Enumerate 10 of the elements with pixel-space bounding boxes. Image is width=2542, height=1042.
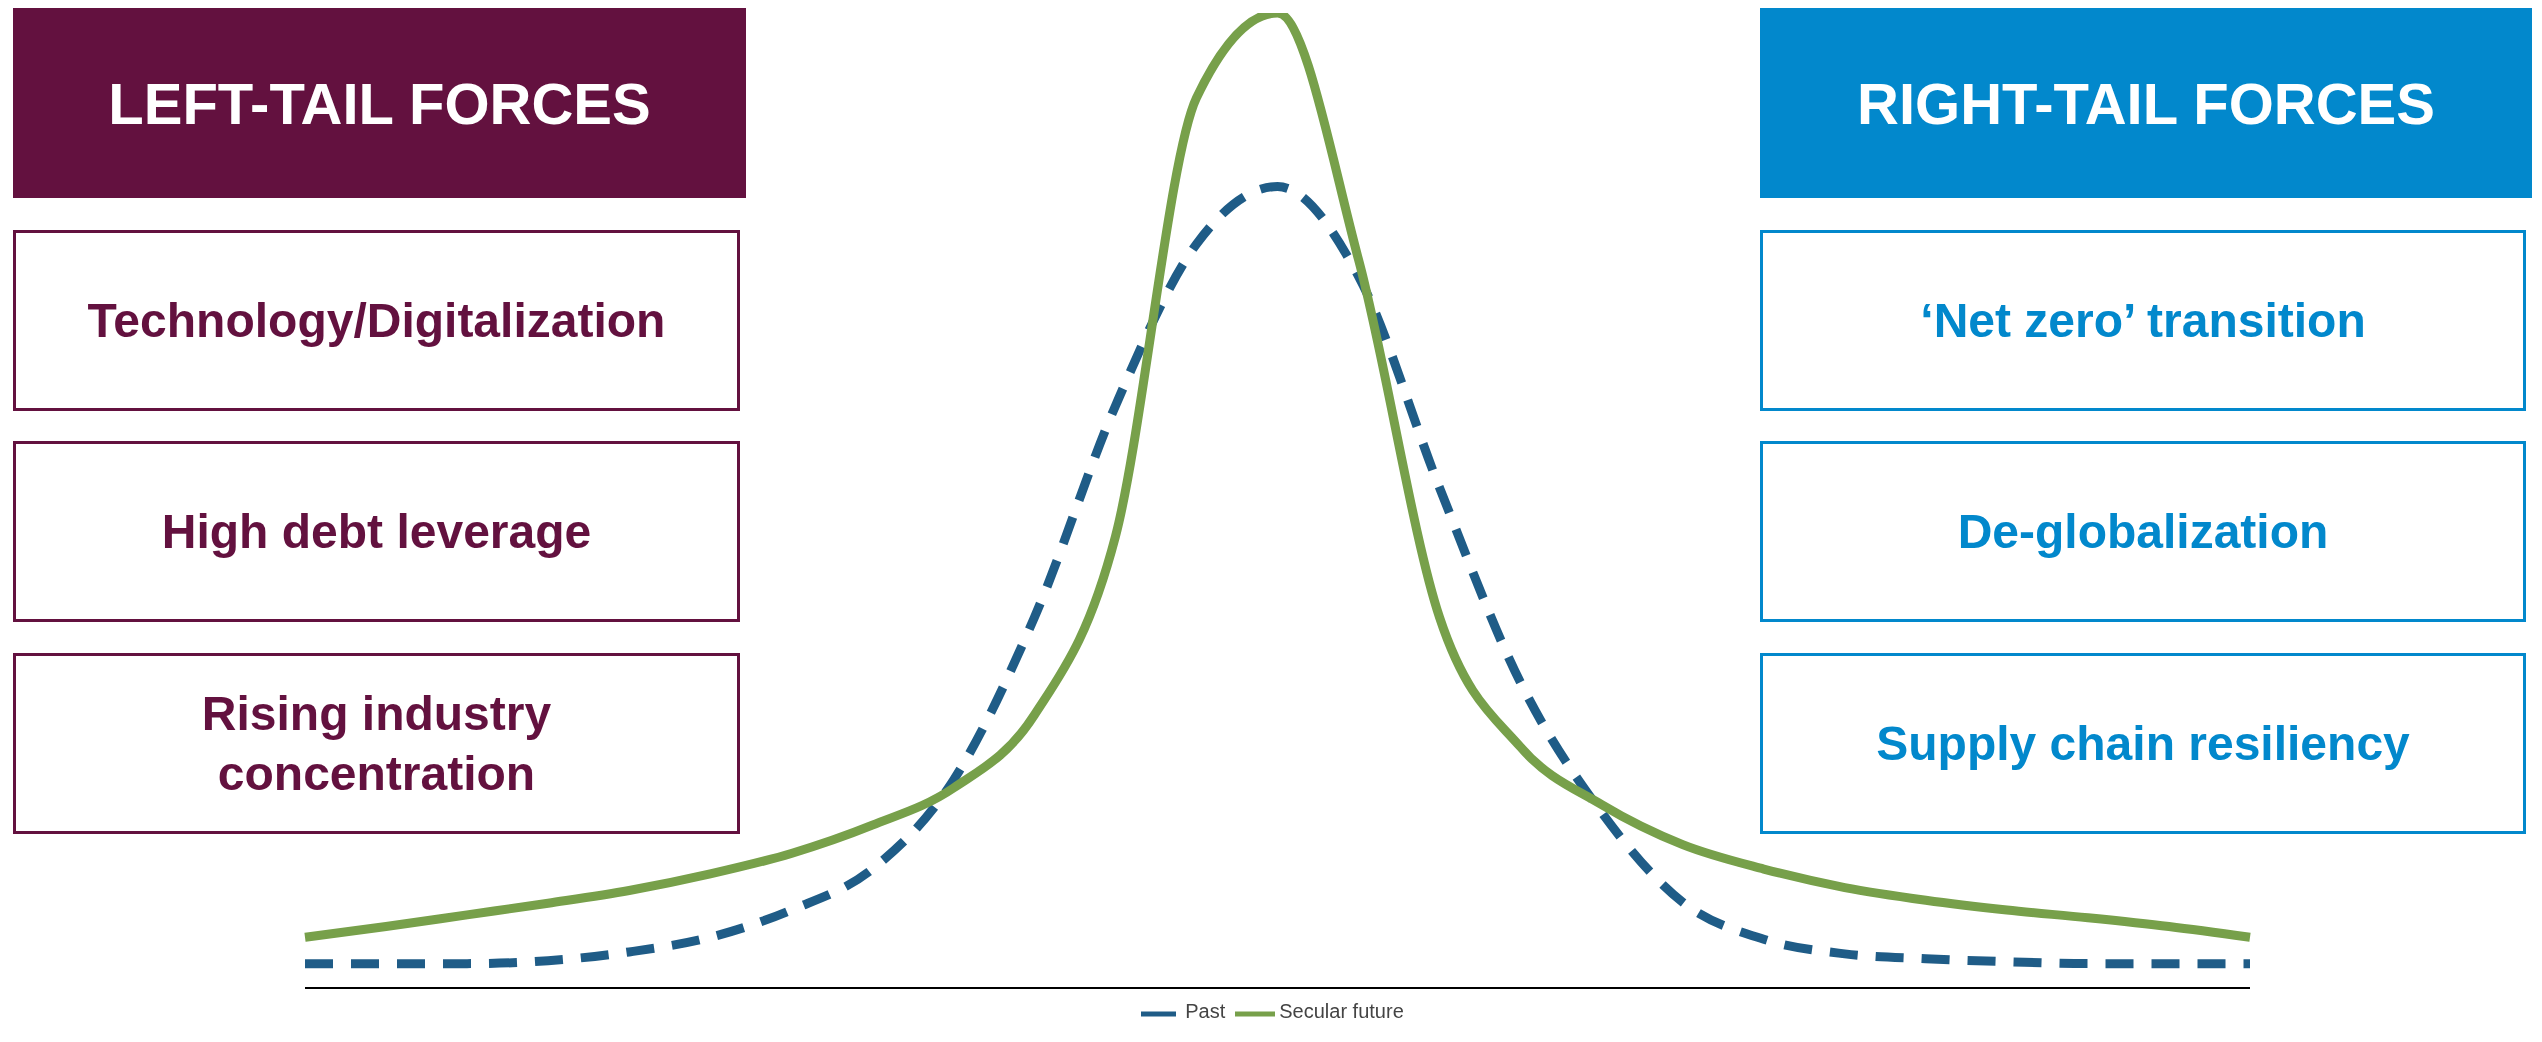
legend-label: Secular future (1279, 999, 1404, 1022)
header-box: LEFT-TAIL FORCES (13, 8, 746, 198)
text-box: ‘Net zero’ transition (1760, 230, 2526, 411)
text-box: High debt leverage (13, 441, 740, 622)
text-box: De-globalization (1760, 441, 2526, 622)
legend-label: Past (1185, 999, 1226, 1022)
header-box: RIGHT-TAIL FORCES (1760, 8, 2532, 198)
text-box: Supply chain resiliency (1760, 653, 2526, 834)
text-box: Technology/Digitalization (13, 230, 740, 411)
text-box: Rising industry concentration (13, 653, 740, 834)
